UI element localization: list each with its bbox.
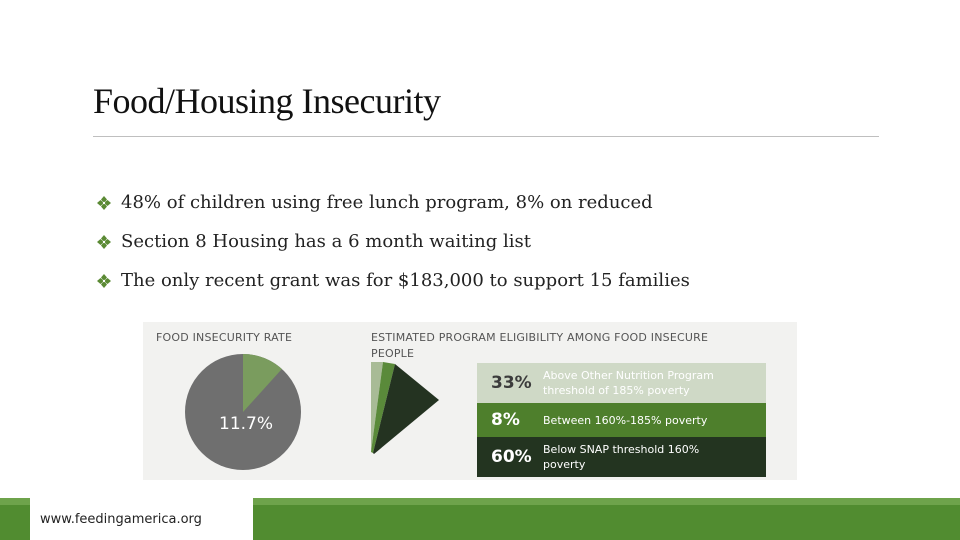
diamond-bullet-icon — [97, 234, 111, 249]
food-insecurity-rate-value: 11.7% — [219, 414, 274, 434]
eligibility-row: 60% Below SNAP threshold 160% poverty — [477, 437, 766, 477]
eligibility-title-line2: PEOPLE — [371, 347, 415, 360]
eligibility-description: Between 160%-185% poverty — [543, 413, 708, 427]
food-insecurity-infographic: FOOD INSECURITY RATE 11.7% ESTIMATED PRO… — [143, 322, 797, 480]
bullet-list: 48% of children using free lunch program… — [97, 183, 690, 300]
wedge-160-185 — [371, 362, 395, 453]
eligibility-percent: 8% — [491, 410, 520, 430]
eligibility-row: 33% Above Other Nutrition Program thresho… — [477, 363, 766, 403]
eligibility-wedge — [371, 362, 439, 454]
eligibility-row: 8% Between 160%-185% poverty — [477, 403, 766, 437]
eligibility-rows: 33% Above Other Nutrition Program thresho… — [477, 363, 766, 477]
eligibility-description: Above Other Nutrition Program threshold o… — [543, 369, 714, 397]
diamond-bullet-icon — [97, 195, 111, 210]
pie-insecure-slice — [243, 354, 282, 412]
slide-title: Food/Housing Insecurity — [93, 81, 441, 121]
source-box: www.feedingamerica.org — [30, 498, 253, 540]
footer-stripe — [0, 498, 960, 505]
bullet-item: The only recent grant was for $183,000 t… — [97, 261, 690, 300]
source-link[interactable]: www.feedingamerica.org — [40, 512, 202, 527]
bullet-text: Section 8 Housing has a 6 month waiting … — [121, 231, 532, 252]
bullet-text: The only recent grant was for $183,000 t… — [121, 270, 690, 291]
eligibility-description: Below SNAP threshold 160% poverty — [543, 443, 700, 471]
food-insecurity-pie — [185, 354, 301, 470]
food-insecurity-rate-title: FOOD INSECURITY RATE — [156, 331, 293, 344]
bullet-item: 48% of children using free lunch program… — [97, 183, 690, 222]
wedge-below-snap — [373, 364, 439, 454]
title-divider — [93, 136, 879, 137]
eligibility-title-line1: ESTIMATED PROGRAM ELIGIBILITY AMONG FOOD… — [371, 331, 709, 344]
eligibility-percent: 60% — [491, 447, 532, 467]
diamond-bullet-icon — [97, 273, 111, 288]
bullet-item: Section 8 Housing has a 6 month waiting … — [97, 222, 690, 261]
eligibility-percent: 33% — [491, 373, 532, 393]
bullet-text: 48% of children using free lunch program… — [121, 192, 653, 213]
